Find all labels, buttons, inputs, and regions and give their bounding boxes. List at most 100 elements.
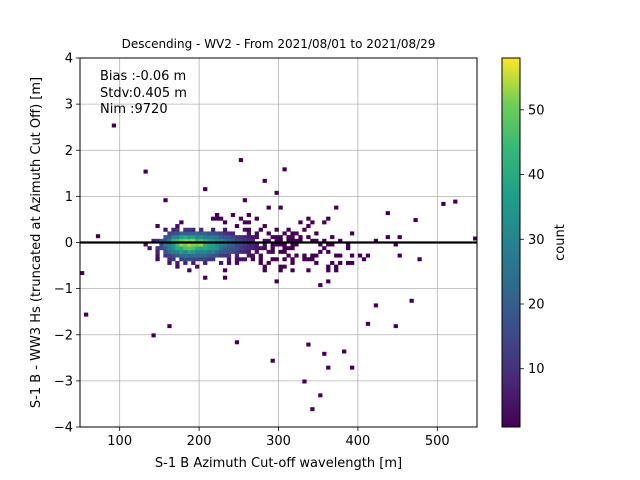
heatmap-cell — [167, 324, 172, 329]
heatmap-cell — [167, 260, 172, 265]
heatmap-cell — [195, 253, 200, 258]
heatmap-cell — [211, 227, 216, 232]
heatmap-cell — [187, 242, 192, 247]
heatmap-cell — [187, 257, 192, 262]
heatmap-cell — [179, 220, 184, 225]
heatmap-cell — [191, 246, 196, 251]
heatmap-cell — [203, 231, 208, 236]
heatmap-cell — [175, 242, 180, 247]
heatmap-cell — [250, 253, 255, 258]
heatmap-cell — [151, 333, 156, 338]
heatmap-cell — [218, 242, 224, 247]
heatmap-cell — [211, 238, 216, 243]
heatmap-cells — [80, 123, 477, 412]
heatmap-cell — [207, 249, 212, 254]
heatmap-cell — [167, 257, 172, 262]
heatmap-cell — [250, 257, 255, 262]
heatmap-cell — [203, 249, 208, 254]
colorbar-tick-label: 40 — [528, 168, 545, 183]
heatmap-cell — [226, 260, 232, 265]
heatmap-cell — [373, 238, 379, 243]
heatmap-cell — [211, 249, 216, 254]
heatmap-cell — [262, 268, 267, 273]
heatmap-cell — [262, 178, 267, 183]
heatmap-cell — [314, 253, 319, 258]
heatmap-cell — [385, 235, 390, 240]
heatmap-cell — [246, 238, 252, 243]
heatmap-cell — [334, 253, 339, 258]
heatmap-cell — [195, 246, 200, 251]
heatmap-cell — [254, 246, 259, 251]
heatmap-cell — [254, 231, 259, 236]
heatmap-cell — [187, 268, 192, 273]
heatmap-cell — [175, 246, 180, 251]
heatmap-cell — [246, 242, 252, 247]
heatmap-cell — [278, 249, 283, 254]
heatmap-cell — [155, 238, 160, 243]
heatmap-cell — [306, 342, 311, 347]
heatmap-cell — [234, 224, 240, 229]
heatmap-cell — [199, 257, 204, 262]
heatmap-cell — [254, 216, 259, 221]
heatmap-cell — [306, 257, 311, 262]
heatmap-cell — [326, 242, 331, 247]
heatmap-cell — [199, 253, 204, 258]
heatmap-cell — [274, 190, 279, 195]
chart-title: Descending - WV2 - From 2021/08/01 to 20… — [122, 37, 436, 51]
heatmap-cell — [290, 235, 295, 240]
heatmap-cell — [183, 253, 188, 258]
heatmap-cell — [226, 246, 232, 251]
heatmap-cell — [278, 238, 283, 243]
heatmap-cell — [167, 249, 172, 254]
heatmap-cell — [222, 242, 228, 247]
bias-annotation: Bias :-0.06 m — [100, 69, 186, 84]
heatmap-cell — [334, 264, 339, 269]
heatmap-cell — [274, 235, 279, 240]
heatmap-cell — [242, 246, 248, 251]
heatmap-cell — [326, 279, 331, 284]
heatmap-cell — [111, 123, 117, 128]
heatmap-cell — [282, 242, 287, 247]
colorbar-frame — [501, 57, 521, 428]
heatmap-cell — [290, 238, 295, 243]
heatmap-cell — [155, 253, 160, 258]
heatmap-cell — [191, 260, 196, 265]
heatmap-cell — [326, 249, 331, 254]
heatmap-cell — [187, 249, 192, 254]
heatmap-cell — [453, 199, 458, 204]
heatmap-cell — [258, 253, 263, 258]
heatmap-cell — [179, 246, 184, 251]
heatmap-cell — [286, 227, 291, 232]
heatmap-cell — [357, 253, 363, 258]
heatmap-cell — [191, 231, 196, 236]
heatmap-cell — [310, 238, 315, 243]
colorbar-label: count — [553, 224, 568, 261]
heatmap-cell — [199, 246, 204, 251]
heatmap-cell — [234, 246, 240, 251]
heatmap-cell — [365, 253, 371, 258]
heatmap-cell — [211, 257, 216, 262]
heatmap-cell — [175, 227, 180, 232]
heatmap-cell — [349, 253, 355, 258]
heatmap-cell — [214, 216, 220, 221]
heatmap-cell — [238, 257, 244, 262]
heatmap-cell — [163, 242, 168, 247]
heatmap-cell — [342, 349, 347, 354]
heatmap-cell — [171, 235, 176, 240]
heatmap-cell — [294, 242, 299, 247]
heatmap-cell — [226, 242, 232, 247]
heatmap-cell — [286, 246, 291, 251]
heatmap-cell — [274, 238, 279, 243]
heatmap-cell — [226, 249, 232, 254]
heatmap-cell — [183, 235, 188, 240]
heatmap-cell — [163, 249, 168, 254]
heatmap-cell — [179, 253, 184, 258]
heatmap-cell — [282, 257, 287, 262]
heatmap-cell — [338, 260, 343, 265]
heatmap-cell — [330, 260, 335, 265]
heatmap-cell — [302, 257, 307, 262]
heatmap-cell — [270, 257, 275, 262]
heatmap-cell — [361, 257, 367, 262]
heatmap-cell — [171, 246, 176, 251]
heatmap-cell — [211, 216, 216, 221]
